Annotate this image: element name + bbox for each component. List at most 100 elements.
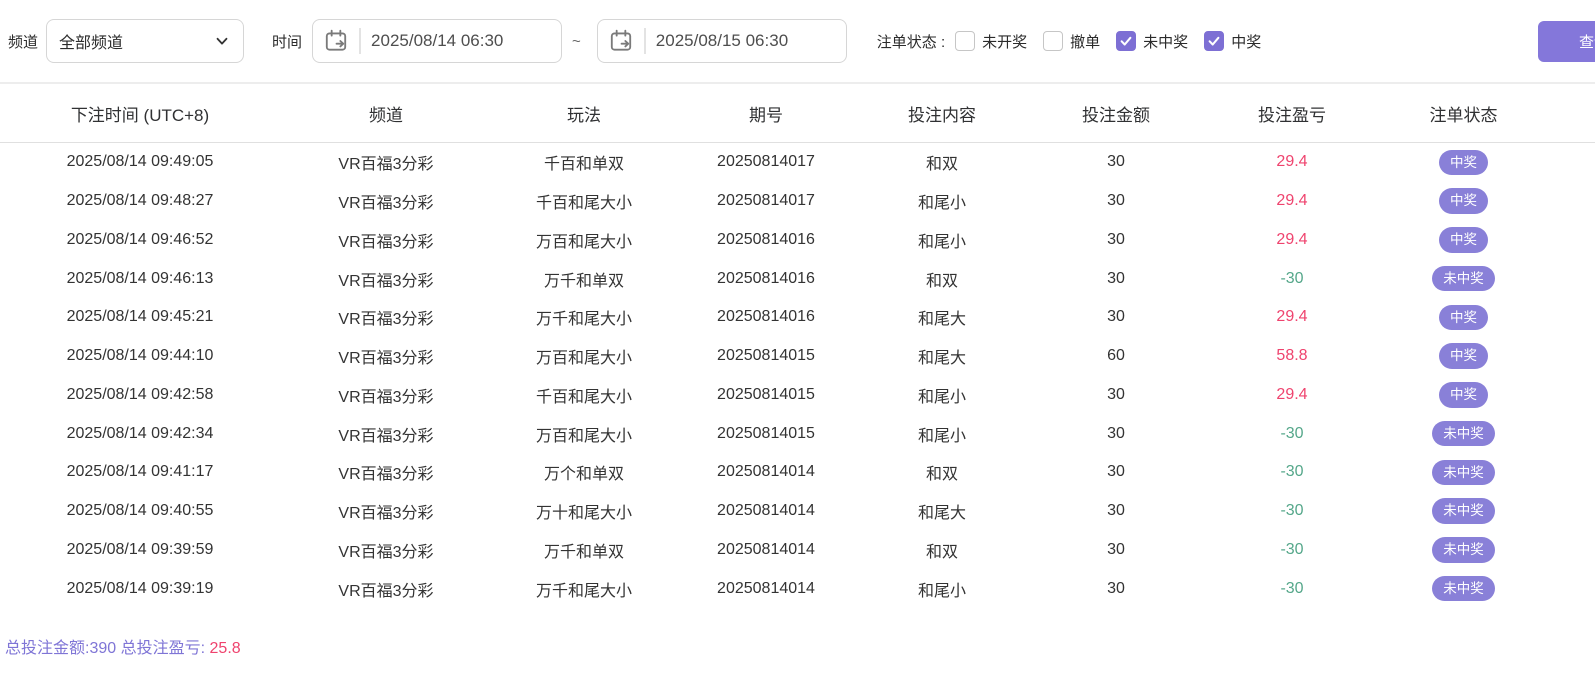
status-checkbox-item-2[interactable]: 未中奖 (1116, 31, 1188, 52)
bet-time-cell: 2025/08/14 09:44:10 (66, 347, 214, 365)
bet-amount-cell: 30 (1107, 153, 1125, 171)
status-checkbox-item-0[interactable]: 未开奖 (955, 31, 1027, 52)
status-badge: 未中奖 (1432, 575, 1495, 602)
query-button[interactable]: 查询 (1538, 21, 1595, 62)
period-cell: 20250814014 (717, 579, 815, 597)
table-row: 2025/08/14 09:42:34 VR百福3分彩 万百和尾大小 20250814… (0, 414, 1595, 453)
input-divider (359, 28, 362, 54)
play-type-cell: 千百和尾大小 (535, 195, 632, 213)
column-header-4: 投注内容 (908, 105, 976, 125)
bet-content-cell: 和尾大 (917, 350, 966, 368)
table-row: 2025/08/14 09:48:27 VR百福3分彩 千百和尾大小 20250814… (0, 181, 1595, 221)
table-row: 2025/08/14 09:46:52 VR百福3分彩 万百和尾大小 20250814… (0, 220, 1595, 260)
bet-amount-cell: 30 (1107, 502, 1125, 520)
bet-amount-cell: 30 (1107, 463, 1125, 481)
status-badge: 未中奖 (1432, 420, 1495, 447)
date-from-value: 2025/08/14 06:30 (371, 31, 504, 50)
profit-cell: -30 (1280, 502, 1304, 520)
channel-select-value: 全部频道 (59, 35, 124, 52)
play-type-cell: 万十和尾大小 (535, 505, 632, 523)
status-badge: 未中奖 (1432, 537, 1495, 563)
status-cell: 中奖 (1380, 343, 1547, 369)
channel-cell: VR百福3分彩 (338, 505, 434, 523)
period-cell: 20250814015 (717, 347, 815, 365)
play-type-cell: 万百和尾大小 (535, 233, 632, 251)
profit-cell: 29.4 (1276, 385, 1308, 403)
status-cell: 中奖 (1380, 188, 1547, 214)
column-header-6: 投注盈亏 (1258, 105, 1326, 125)
status-cell: 中奖 (1380, 382, 1547, 408)
play-type-cell: 千百和尾大小 (535, 388, 632, 406)
channel-cell: VR百福3分彩 (338, 233, 434, 251)
play-type-cell: 万千和单双 (543, 272, 624, 290)
table-row: 2025/08/14 09:46:13 VR百福3分彩 万千和单双 202508140… (0, 259, 1595, 298)
status-checkbox-label: 撤单 (1070, 33, 1101, 51)
column-header-7: 注单状态 (1429, 105, 1498, 125)
date-to-input[interactable]: 2025/08/15 06:30 (596, 19, 847, 63)
total-amount-label: 总投注金额: (5, 640, 90, 657)
bet-amount-cell: 60 (1107, 347, 1125, 365)
bet-time-cell: 2025/08/14 09:49:05 (66, 153, 214, 171)
profit-cell: -30 (1280, 579, 1304, 597)
play-type-cell: 万千和尾大小 (535, 582, 632, 600)
checkbox-checked-icon[interactable] (1204, 31, 1225, 51)
channel-cell: VR百福3分彩 (338, 388, 434, 406)
order-status-label: 注单状态 : (876, 33, 946, 51)
bet-amount-cell: 30 (1107, 579, 1125, 597)
table-row: 2025/08/14 09:49:05 VR百福3分彩 千百和单双 202508140… (0, 143, 1595, 182)
status-cell: 中奖 (1380, 227, 1547, 253)
status-cell: 未中奖 (1380, 575, 1547, 602)
channel-cell: VR百福3分彩 (338, 582, 434, 600)
profit-cell: -30 (1280, 424, 1304, 442)
table-body: 2025/08/14 09:49:05 VR百福3分彩 千百和单双 202508140… (0, 143, 1595, 608)
bet-content-cell: 和尾小 (917, 582, 966, 600)
status-checkbox-item-1[interactable]: 撤单 (1043, 31, 1100, 52)
period-cell: 20250814017 (717, 153, 815, 171)
checkbox-checked-icon[interactable] (1116, 31, 1137, 51)
bet-time-cell: 2025/08/14 09:42:34 (66, 424, 214, 442)
play-type-cell: 万千和单双 (543, 543, 624, 561)
status-cell: 未中奖 (1380, 537, 1547, 563)
profit-cell: 29.4 (1276, 153, 1308, 171)
profit-cell: 29.4 (1276, 230, 1308, 248)
period-cell: 20250814016 (717, 230, 815, 248)
profit-cell: -30 (1280, 540, 1304, 558)
table-row: 2025/08/14 09:39:19 VR百福3分彩 万千和尾大小 20250814… (0, 569, 1595, 608)
status-badge: 未中奖 (1432, 498, 1495, 524)
summary-bar: 总投注金额:390 总投注盈亏: 25.8 (0, 634, 1595, 658)
status-checkbox-label: 未开奖 (982, 33, 1028, 51)
status-badge: 中奖 (1439, 304, 1488, 331)
column-header-1: 频道 (369, 105, 403, 125)
table-row: 2025/08/14 09:45:21 VR百福3分彩 万千和尾大小 20250814… (0, 298, 1595, 337)
total-profit-value: 25.8 (209, 640, 241, 657)
status-badge: 中奖 (1439, 343, 1488, 369)
channel-select[interactable]: 全部频道 (46, 19, 245, 63)
checkbox-unchecked-icon[interactable] (955, 31, 976, 51)
checkbox-unchecked-icon[interactable] (1043, 31, 1064, 51)
order-status-checkbox-group: 未开奖 撤单 未中奖 中奖 (955, 31, 1277, 52)
bet-time-cell: 2025/08/14 09:41:17 (66, 463, 214, 481)
time-label: 时间 (272, 33, 303, 51)
status-badge: 中奖 (1439, 188, 1488, 214)
bet-content-cell: 和双 (925, 543, 958, 561)
bet-amount-cell: 30 (1107, 230, 1125, 248)
bet-amount-cell: 30 (1107, 385, 1125, 403)
filter-bar: 频道 全部频道 时间 2025/08/14 06:30 ~ (0, 0, 1595, 84)
date-from-input[interactable]: 2025/08/14 06:30 (312, 19, 563, 63)
status-checkbox-item-3[interactable]: 中奖 (1204, 31, 1261, 52)
status-checkbox-label: 中奖 (1231, 33, 1262, 51)
bet-records-table: 下注时间 (UTC+8) 频道 玩法 期号 投注内容 投注金额 投注盈亏 注单状态 2025/… (0, 84, 1595, 608)
status-badge: 中奖 (1439, 227, 1488, 253)
play-type-cell: 万百和尾大小 (535, 350, 632, 368)
table-header-row: 下注时间 (UTC+8) 频道 玩法 期号 投注内容 投注金额 投注盈亏 注单状态 (0, 84, 1595, 143)
profit-cell: 29.4 (1276, 192, 1308, 210)
status-cell: 未中奖 (1380, 420, 1547, 447)
status-checkbox-label: 未中奖 (1143, 33, 1189, 51)
channel-cell: VR百福3分彩 (338, 350, 434, 368)
channel-cell: VR百福3分彩 (338, 195, 434, 213)
bet-content-cell: 和尾大 (917, 505, 966, 523)
channel-label: 频道 (8, 33, 39, 51)
status-cell: 中奖 (1380, 304, 1547, 331)
channel-cell: VR百福3分彩 (338, 311, 434, 329)
status-cell: 未中奖 (1380, 459, 1547, 486)
